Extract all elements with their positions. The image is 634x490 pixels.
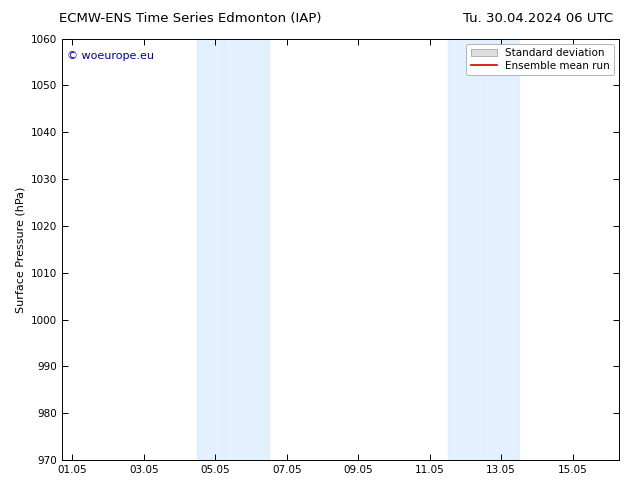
Bar xyxy=(224,39,269,460)
Text: ECMW-ENS Time Series Edmonton (IAP): ECMW-ENS Time Series Edmonton (IAP) xyxy=(59,12,321,25)
Bar xyxy=(448,39,483,460)
Bar xyxy=(483,39,519,460)
Bar xyxy=(197,39,224,460)
Text: Tu. 30.04.2024 06 UTC: Tu. 30.04.2024 06 UTC xyxy=(463,12,613,25)
Text: © woeurope.eu: © woeurope.eu xyxy=(67,51,154,61)
Legend: Standard deviation, Ensemble mean run: Standard deviation, Ensemble mean run xyxy=(467,44,614,75)
Y-axis label: Surface Pressure (hPa): Surface Pressure (hPa) xyxy=(15,186,25,313)
